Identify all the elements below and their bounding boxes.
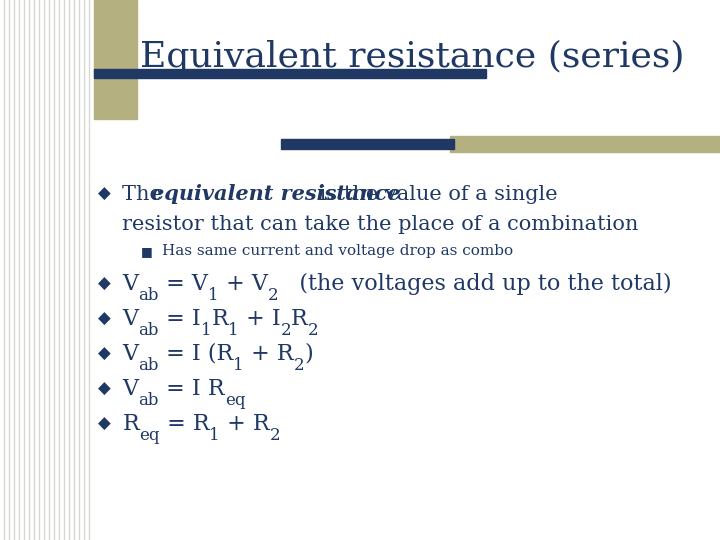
- Bar: [450, 136, 720, 152]
- Text: = R: = R: [160, 413, 210, 435]
- Text: eq: eq: [139, 427, 160, 444]
- Text: 2: 2: [268, 287, 278, 304]
- Text: R: R: [291, 308, 308, 329]
- Text: ab: ab: [138, 357, 159, 374]
- Text: resistor that can take the place of a combination: resistor that can take the place of a co…: [122, 214, 639, 234]
- Text: 1: 1: [228, 322, 239, 339]
- Text: ab: ab: [138, 392, 159, 409]
- Text: = I: = I: [159, 308, 201, 329]
- Text: V: V: [122, 378, 138, 400]
- Text: V: V: [122, 273, 138, 294]
- Text: 2: 2: [281, 322, 291, 339]
- Text: 1: 1: [201, 322, 212, 339]
- Text: 1: 1: [210, 427, 220, 444]
- Bar: [94, 0, 137, 119]
- Text: V: V: [122, 308, 138, 329]
- Text: + V: + V: [219, 273, 268, 294]
- Text: + I: + I: [239, 308, 281, 329]
- Text: 1: 1: [208, 287, 219, 304]
- Text: ◆: ◆: [98, 345, 111, 363]
- Text: is the value of a single: is the value of a single: [313, 185, 558, 204]
- Text: = I R: = I R: [159, 378, 225, 400]
- Text: R: R: [212, 308, 228, 329]
- Text: 2: 2: [294, 357, 304, 374]
- Text: ■: ■: [140, 245, 152, 258]
- Text: ab: ab: [138, 322, 159, 339]
- Text: + R: + R: [244, 343, 294, 364]
- Text: R: R: [122, 413, 139, 435]
- Text: Equivalent resistance (series): Equivalent resistance (series): [140, 39, 685, 74]
- Text: 2: 2: [269, 427, 280, 444]
- Text: (the voltages add up to the total): (the voltages add up to the total): [278, 273, 672, 294]
- Text: V: V: [122, 343, 138, 364]
- Text: + R: + R: [220, 413, 269, 435]
- Text: ab: ab: [138, 287, 159, 304]
- Text: 2: 2: [308, 322, 318, 339]
- Text: 1: 1: [233, 357, 244, 374]
- Text: ◆: ◆: [98, 309, 111, 328]
- Bar: [94, 69, 486, 78]
- Text: equivalent resistance: equivalent resistance: [151, 184, 401, 205]
- Text: Has same current and voltage drop as combo: Has same current and voltage drop as com…: [162, 244, 513, 258]
- Text: = I (R: = I (R: [159, 343, 233, 364]
- Text: = V: = V: [159, 273, 208, 294]
- Text: ◆: ◆: [98, 185, 111, 204]
- Bar: [281, 139, 454, 149]
- Text: The: The: [122, 185, 169, 204]
- Text: ◆: ◆: [98, 274, 111, 293]
- Text: ◆: ◆: [98, 415, 111, 433]
- Text: ): ): [304, 343, 313, 364]
- Text: eq: eq: [225, 392, 245, 409]
- Text: ◆: ◆: [98, 380, 111, 398]
